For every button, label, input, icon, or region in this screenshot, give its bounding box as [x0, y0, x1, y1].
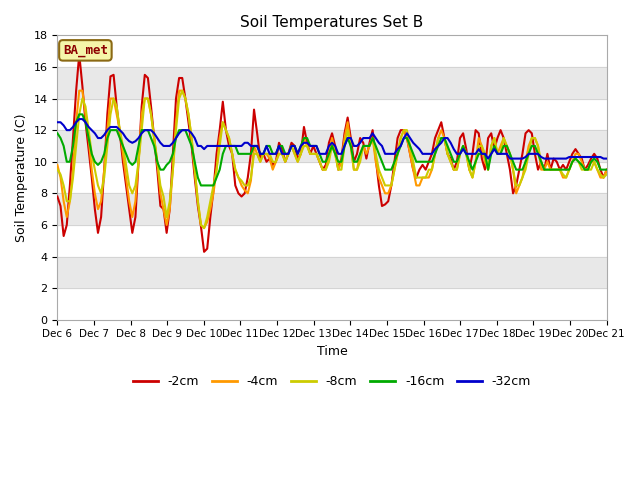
Legend: -2cm, -4cm, -8cm, -16cm, -32cm: -2cm, -4cm, -8cm, -16cm, -32cm [128, 370, 536, 393]
Bar [58, 193, 607, 225]
Text: BA_met: BA_met [63, 44, 108, 57]
Bar [58, 130, 607, 162]
Bar [58, 256, 607, 288]
Title: Soil Temperatures Set B: Soil Temperatures Set B [241, 15, 424, 30]
Y-axis label: Soil Temperature (C): Soil Temperature (C) [15, 113, 28, 242]
X-axis label: Time: Time [317, 345, 348, 358]
Bar [58, 67, 607, 98]
